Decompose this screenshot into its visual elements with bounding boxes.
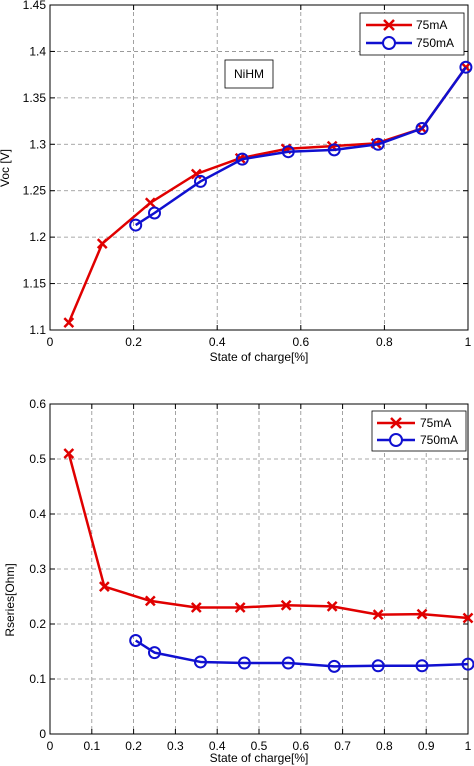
y-tick-label: 1.3 bbox=[29, 137, 46, 151]
data-point-75ma bbox=[416, 608, 428, 620]
y-tick-label: 1.4 bbox=[29, 44, 46, 58]
y-tick-label: 0.5 bbox=[29, 452, 46, 466]
data-point-75ma bbox=[372, 609, 384, 621]
annotation-frame bbox=[224, 59, 274, 89]
legend-label-750ma: 750mA bbox=[420, 433, 458, 447]
y-tick-label: 0.2 bbox=[29, 617, 46, 631]
y-tick-label: 1.15 bbox=[23, 277, 47, 291]
legend-box bbox=[371, 410, 467, 452]
legend: 75mA 750mA bbox=[359, 12, 465, 56]
x-axis-label: State of charge[%] bbox=[210, 350, 309, 364]
y-tick-label: 1.2 bbox=[29, 230, 46, 244]
x-tick-label: 0.8 bbox=[376, 335, 393, 349]
x-tick-label: 0.8 bbox=[376, 739, 393, 753]
series-group bbox=[63, 60, 473, 328]
y-tick-label: 0.1 bbox=[29, 672, 46, 686]
data-point-75ma bbox=[280, 599, 292, 611]
data-point-75ma bbox=[98, 581, 110, 592]
data-point-750ma bbox=[371, 659, 385, 673]
legend: 75mA 750mA bbox=[371, 410, 467, 452]
x-tick-label: 0.6 bbox=[292, 335, 309, 349]
x-tick-label: 1 bbox=[465, 739, 472, 753]
legend-box bbox=[359, 12, 465, 56]
y-tick-label: 0.4 bbox=[29, 507, 46, 521]
data-point-750ma bbox=[415, 659, 429, 673]
data-point-750ma bbox=[371, 137, 385, 151]
data-point-750ma bbox=[193, 174, 207, 188]
data-point-750ma bbox=[281, 145, 295, 159]
x-tick-label: 0.6 bbox=[292, 739, 309, 753]
annotation-text: NiHM bbox=[234, 67, 264, 81]
x-tick-label: 0.3 bbox=[167, 739, 184, 753]
axis-ticks: 0 0.2 0.4 0.6 0.8 1 1.1 1.15 1.2 1.25 1.3 1.35 1.4 1.… bbox=[23, 0, 472, 349]
data-point-75ma bbox=[144, 595, 156, 607]
data-point-75ma bbox=[96, 238, 108, 250]
series-line-75ma bbox=[67, 453, 469, 620]
x-tick-label: 0.5 bbox=[251, 739, 268, 753]
y-tick-label: 1.45 bbox=[23, 0, 47, 12]
x-axis-label: State of charge[%] bbox=[210, 751, 309, 765]
data-point-750ma bbox=[281, 656, 295, 670]
x-tick-label: 0.2 bbox=[125, 739, 142, 753]
x-tick-label: 0.4 bbox=[209, 335, 226, 349]
data-point-75ma bbox=[326, 601, 338, 612]
data-point-750ma bbox=[148, 646, 161, 660]
y-tick-label: 0.6 bbox=[29, 397, 46, 411]
axis-ticks: 0 0.1 0.2 0.3 0.4 0.5 0.6 0.7 0.8 0.9 1 0 0.1 0.2 0.3 0… bbox=[29, 397, 471, 753]
legend-label-75ma: 75mA bbox=[420, 416, 451, 430]
y-axis-label: Voc [V] bbox=[0, 149, 12, 187]
legend-marker-75ma bbox=[390, 417, 402, 429]
legend-marker-75ma bbox=[383, 19, 395, 31]
x-tick-label: 0.2 bbox=[125, 335, 142, 349]
data-point-75ma bbox=[63, 317, 75, 328]
x-tick-label: 0.4 bbox=[209, 739, 226, 753]
data-point-750ma bbox=[148, 206, 161, 220]
legend-label-750ma: 750mA bbox=[416, 36, 454, 50]
rseries-chart: 0 0.1 0.2 0.3 0.4 0.5 0.6 0.7 0.8 0.9 1 0 0.1 0.2 0.3 0… bbox=[3, 397, 474, 765]
data-point-750ma bbox=[129, 634, 143, 647]
plot-frame bbox=[49, 4, 469, 331]
annotation-box: NiHM bbox=[224, 59, 274, 89]
data-point-75ma bbox=[234, 602, 246, 613]
data-point-750ma bbox=[129, 218, 143, 232]
series-line-750ma bbox=[135, 639, 469, 668]
data-point-750ma bbox=[327, 659, 341, 673]
data-point-75ma bbox=[144, 197, 156, 209]
data-point-750ma bbox=[193, 655, 207, 669]
data-point-750ma bbox=[327, 143, 341, 157]
y-tick-label: 0.3 bbox=[29, 562, 46, 576]
series-line-750ma bbox=[135, 66, 467, 227]
data-point-75ma bbox=[462, 612, 474, 624]
x-tick-label: 0.9 bbox=[418, 739, 435, 753]
data-point-750ma bbox=[237, 656, 251, 670]
data-point-750ma bbox=[459, 60, 473, 74]
y-tick-label: 0 bbox=[39, 727, 46, 741]
data-point-750ma bbox=[235, 152, 249, 166]
y-tick-label: 1.25 bbox=[23, 184, 47, 198]
series-group bbox=[63, 448, 474, 673]
voc-chart: 0 0.2 0.4 0.6 0.8 1 1.1 1.15 1.2 1.25 1.3 1.35 1.4 1.… bbox=[0, 0, 473, 364]
plot-area bbox=[50, 5, 468, 330]
x-tick-label: 0 bbox=[47, 335, 54, 349]
data-point-75ma bbox=[190, 602, 202, 613]
y-axis-label: Rseries[Ohm] bbox=[3, 563, 17, 636]
grid bbox=[50, 404, 468, 734]
legend-marker-750ma bbox=[389, 433, 403, 447]
data-point-75ma bbox=[63, 448, 75, 459]
legend-marker-750ma bbox=[382, 36, 396, 50]
legend-label-75ma: 75mA bbox=[416, 18, 447, 32]
x-tick-label: 0.1 bbox=[83, 739, 100, 753]
x-tick-label: 1 bbox=[465, 335, 472, 349]
data-point-750ma bbox=[415, 122, 429, 135]
x-tick-label: 0.7 bbox=[334, 739, 351, 753]
y-tick-label: 1.1 bbox=[29, 323, 46, 337]
y-tick-label: 1.35 bbox=[23, 91, 47, 105]
x-tick-label: 0 bbox=[47, 739, 54, 753]
